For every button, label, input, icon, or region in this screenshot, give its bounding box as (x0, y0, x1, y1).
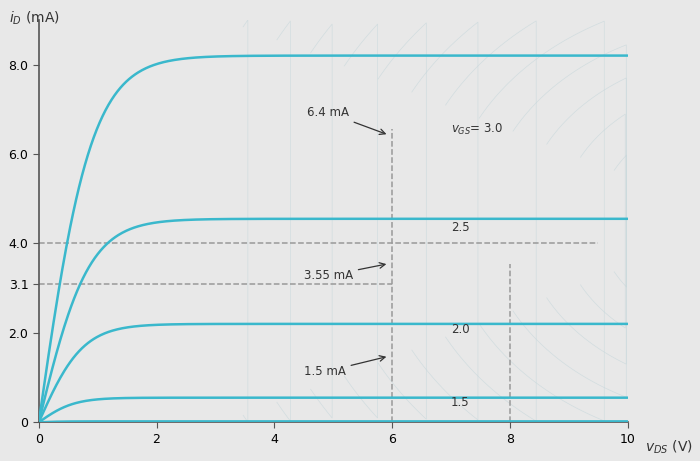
Text: 1.5: 1.5 (451, 396, 470, 408)
Text: 6.4 mA: 6.4 mA (307, 106, 385, 135)
Text: $v_{GS}$= 3.0: $v_{GS}$= 3.0 (451, 122, 503, 137)
Text: 2.5: 2.5 (451, 221, 470, 234)
Text: $i_D$ (mA): $i_D$ (mA) (9, 9, 60, 27)
Text: 3.55 mA: 3.55 mA (304, 263, 385, 282)
Text: 1.5 mA: 1.5 mA (304, 356, 385, 378)
Text: 2.0: 2.0 (451, 323, 470, 336)
Text: $v_{DS}$ (V): $v_{DS}$ (V) (645, 438, 693, 455)
